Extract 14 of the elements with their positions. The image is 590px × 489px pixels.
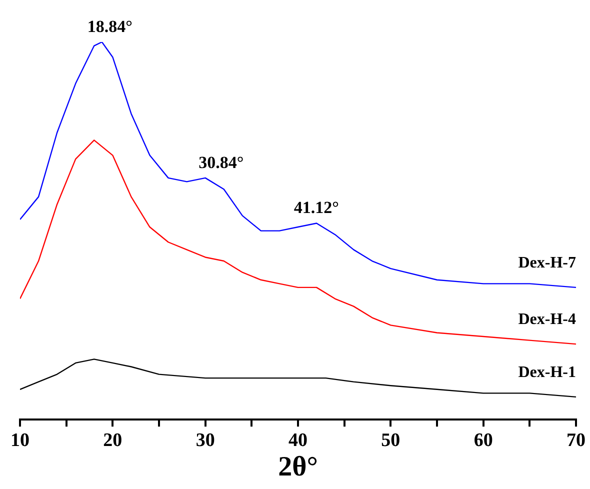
series-label: Dex-H-4 (518, 311, 576, 328)
x-tick-label: 20 (103, 430, 122, 451)
series-label: Dex-H-7 (518, 254, 576, 272)
x-tick-label: 60 (474, 430, 493, 451)
annotation: 41.12° (294, 198, 339, 218)
x-axis-title: 2θ° (278, 451, 318, 482)
series-label: Dex-H-1 (518, 364, 576, 382)
annotation: 18.84° (87, 16, 132, 36)
x-tick-label: 70 (566, 430, 586, 451)
x-tick-label: 10 (10, 430, 30, 451)
annotation: 30.84° (198, 152, 244, 172)
x-tick-label: 30 (196, 430, 215, 451)
x-tick-label: 40 (288, 430, 308, 451)
x-tick-label: 50 (381, 430, 400, 451)
